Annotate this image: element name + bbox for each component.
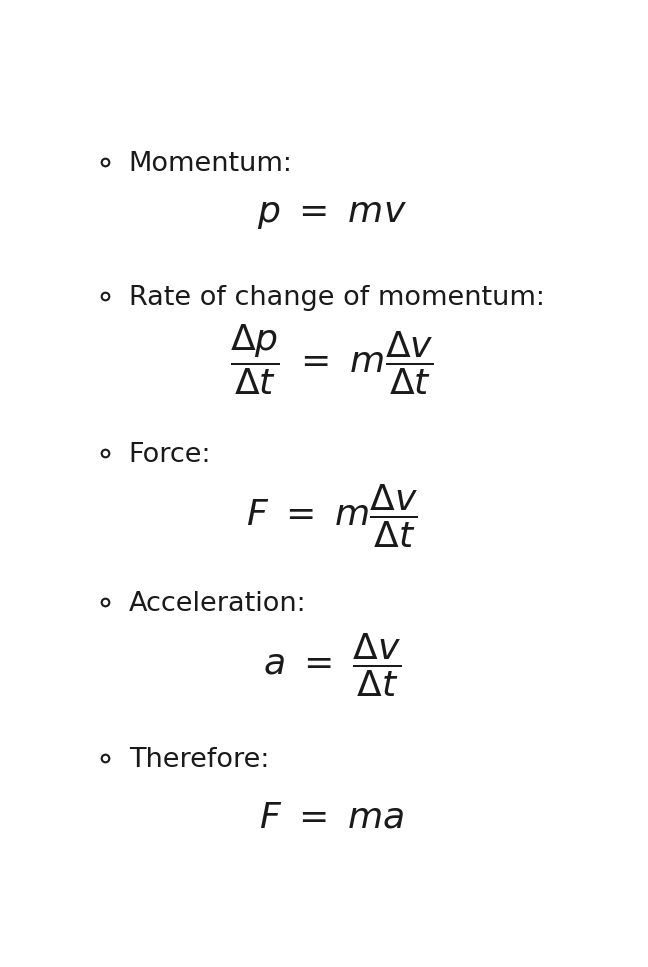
Text: $F \ = \ ma$: $F \ = \ ma$ <box>259 801 405 835</box>
Text: Rate of change of momentum:: Rate of change of momentum: <box>129 285 544 311</box>
Text: Momentum:: Momentum: <box>129 152 293 177</box>
Text: Force:: Force: <box>129 442 211 468</box>
Text: $a \ = \ \dfrac{\Delta v}{\Delta t}$: $a \ = \ \dfrac{\Delta v}{\Delta t}$ <box>263 631 401 699</box>
Text: $\dfrac{\Delta p}{\Delta t} \ = \ m\dfrac{\Delta v}{\Delta t}$: $\dfrac{\Delta p}{\Delta t} \ = \ m\dfra… <box>230 323 434 397</box>
Text: Therefore:: Therefore: <box>129 747 269 773</box>
Text: $F \ = \ m\dfrac{\Delta v}{\Delta t}$: $F \ = \ m\dfrac{\Delta v}{\Delta t}$ <box>246 483 418 549</box>
Text: Acceleration:: Acceleration: <box>129 591 307 617</box>
Text: $p \ = \ mv$: $p \ = \ mv$ <box>257 197 407 231</box>
